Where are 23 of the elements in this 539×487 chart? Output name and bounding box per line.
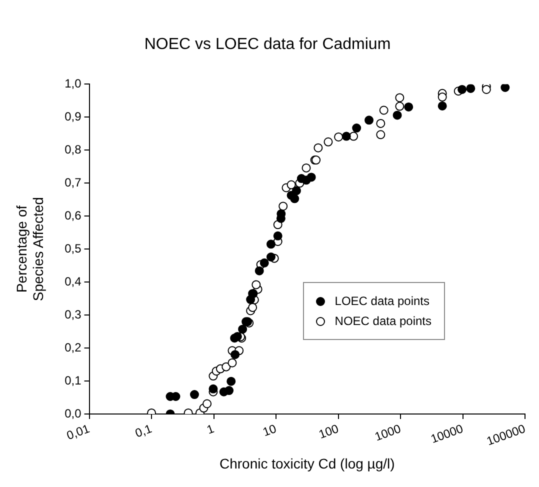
y-tick-label: 0,7 [64,175,82,190]
y-tick-label: 0,1 [64,373,82,388]
y-tick-label: 0,0 [64,406,82,420]
x-tick-label: 100 [316,421,341,442]
x-tick-label: 10 [260,421,278,440]
legend-label: NOEC data points [334,313,432,330]
y-tick-label: 0,6 [64,208,82,222]
y-axis-title: Percentage of Species Affected [13,197,46,302]
x-tick-label: 0,01 [64,421,92,443]
x-tick-label: 10000 [428,421,466,446]
x-tick-label: 0,1 [133,421,154,440]
x-axis-title: Chronic toxicity Cd (log µg/l) [219,455,395,472]
y-tick-label: 0,8 [64,142,82,156]
chart-title: NOEC vs LOEC data for Cadmium [144,36,391,54]
y-tick-label: 0,4 [64,274,82,288]
y-tick-label: 0,9 [64,109,82,124]
y-tick-label: 0,5 [64,241,82,256]
y-tick-label: 0,3 [64,307,82,322]
y-tick-label: 0,2 [64,340,82,354]
legend-label: LOEC data points [334,293,430,310]
x-tick-label: 1 [204,421,216,437]
x-tick-label: 1000 [372,421,403,444]
y-tick-label: 1,0 [64,76,82,91]
